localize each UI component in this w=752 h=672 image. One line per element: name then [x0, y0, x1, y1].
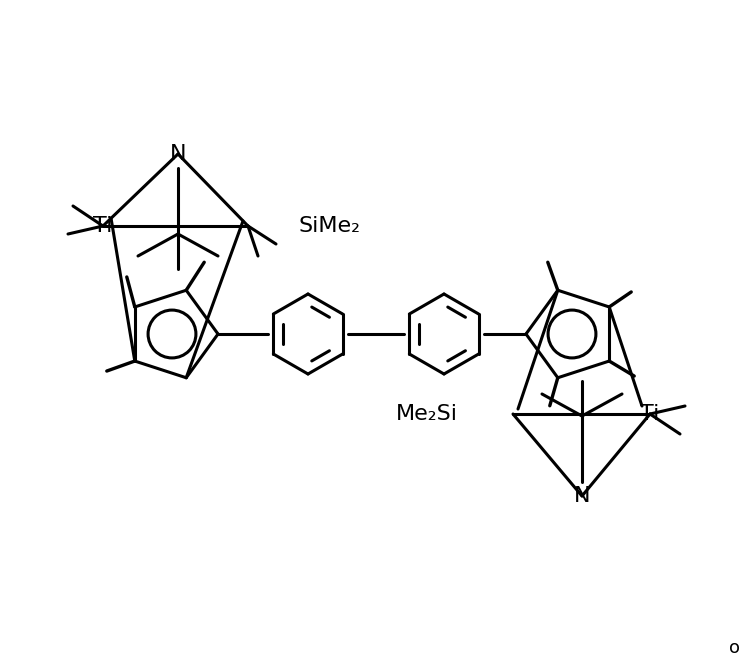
Text: Ti: Ti: [93, 216, 113, 236]
Text: SiMe₂: SiMe₂: [298, 216, 360, 236]
Text: Ti: Ti: [640, 404, 660, 424]
Text: N: N: [170, 144, 186, 164]
Text: o: o: [729, 639, 740, 657]
Text: Me₂Si: Me₂Si: [396, 404, 458, 424]
Text: N: N: [574, 486, 590, 506]
